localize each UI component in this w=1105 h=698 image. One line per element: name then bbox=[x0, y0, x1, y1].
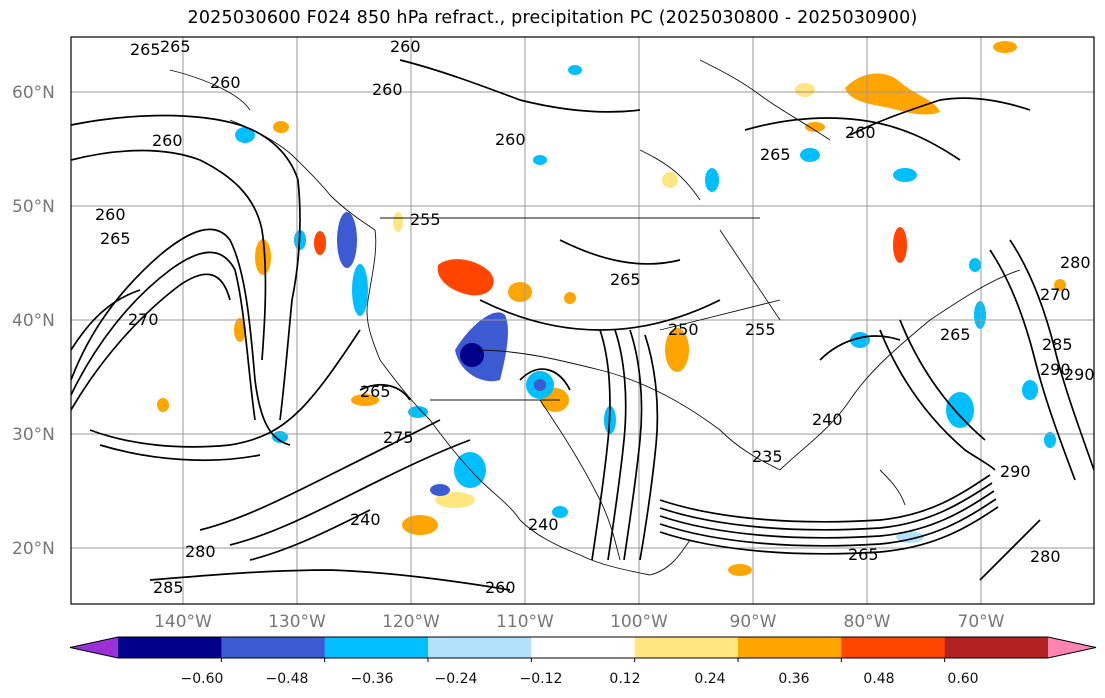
contour-label: 265 bbox=[130, 40, 161, 59]
colorbar-tick-label: 0.36 bbox=[778, 671, 809, 687]
contour-label: 285 bbox=[1042, 335, 1073, 354]
lat-label: 50°N bbox=[12, 197, 55, 217]
contour-label: 260 bbox=[390, 37, 421, 56]
contour-label: 280 bbox=[1060, 253, 1091, 272]
contour-label: 270 bbox=[128, 310, 159, 329]
colorbar-segment bbox=[841, 637, 946, 658]
colorbar bbox=[69, 636, 1097, 662]
colorbar-tick-label: −0.48 bbox=[266, 671, 309, 687]
colorbar-segment bbox=[944, 637, 1049, 658]
colorbar-tick-label: 0.12 bbox=[609, 671, 640, 687]
colorbar-segment bbox=[118, 637, 222, 658]
contour-label: 260 bbox=[210, 73, 241, 92]
contour-label: 240 bbox=[812, 410, 843, 429]
colorbar-tick-label: 0.48 bbox=[863, 671, 894, 687]
lon-label: 80°W bbox=[844, 612, 891, 632]
contour-label: 290 bbox=[1064, 365, 1095, 384]
contour-label: 240 bbox=[350, 510, 381, 529]
contour-label: 260 bbox=[495, 130, 526, 149]
lon-label: 110°W bbox=[496, 612, 554, 632]
contour-label: 270 bbox=[1040, 285, 1071, 304]
contour-label: 235 bbox=[752, 447, 783, 466]
contour-label: 260 bbox=[95, 205, 126, 224]
graticule bbox=[71, 37, 1094, 604]
lat-label: 60°N bbox=[12, 83, 55, 103]
colorbar-outline bbox=[69, 636, 1097, 659]
map-title: 2025030600 F024 850 hPa refract., precip… bbox=[187, 8, 918, 28]
lat-label: 30°N bbox=[12, 425, 55, 445]
colorbar-tick-label: 0.24 bbox=[694, 671, 725, 687]
colorbar-extend-max bbox=[1048, 637, 1096, 658]
lon-label: 70°W bbox=[958, 612, 1005, 632]
coastlines bbox=[169, 59, 1021, 576]
contour-label: 265 bbox=[848, 545, 879, 564]
refractivity-contours bbox=[71, 59, 1094, 591]
latitude-labels: 60°N 50°N 40°N 30°N 20°N bbox=[12, 83, 55, 559]
contour-label: 240 bbox=[528, 515, 559, 534]
contour-label: 275 bbox=[383, 428, 414, 447]
contour-label: 265 bbox=[610, 270, 641, 289]
lat-label: 20°N bbox=[12, 539, 55, 559]
colorbar-tick-label: −0.60 bbox=[181, 671, 224, 687]
contour-label: 260 bbox=[152, 131, 183, 150]
contour-label: 260 bbox=[485, 578, 516, 597]
contour-label: 255 bbox=[745, 320, 776, 339]
contour-label: 265 bbox=[760, 145, 791, 164]
colorbar-segment bbox=[324, 637, 429, 658]
lon-label: 100°W bbox=[610, 612, 668, 632]
colorbar-tick-label: −0.24 bbox=[435, 671, 478, 687]
colorbar-tick-label: 0.60 bbox=[947, 671, 978, 687]
contour-label: 260 bbox=[845, 123, 876, 142]
colorbar-segment bbox=[428, 637, 532, 658]
contour-labels: 265 265 260 260 260 260 260 260 265 255 … bbox=[95, 37, 1095, 597]
lat-label: 40°N bbox=[12, 311, 55, 331]
contour-label: 285 bbox=[153, 578, 184, 597]
contour-label: 265 bbox=[100, 229, 131, 248]
contour-label: 290 bbox=[1000, 462, 1031, 481]
colorbar-segment bbox=[634, 637, 739, 658]
colorbar-tick-labels: −0.60 −0.48 −0.36 −0.24 −0.12 0.12 0.24 … bbox=[181, 671, 979, 687]
contour-label: 280 bbox=[1030, 547, 1061, 566]
contour-label: 250 bbox=[668, 320, 699, 339]
lon-label: 90°W bbox=[730, 612, 777, 632]
longitude-labels: 140°W 130°W 120°W 110°W 100°W 90°W 80°W … bbox=[154, 612, 1005, 632]
contour-label: 265 bbox=[940, 325, 971, 344]
contour-label: 265 bbox=[360, 382, 391, 401]
contour-label: 290 bbox=[1040, 360, 1071, 379]
lon-label: 130°W bbox=[268, 612, 326, 632]
colorbar-segment bbox=[221, 637, 326, 658]
contour-label: 265 bbox=[160, 37, 191, 56]
colorbar-segment bbox=[738, 637, 842, 658]
map-frame bbox=[70, 36, 1095, 605]
contour-label: 255 bbox=[410, 210, 441, 229]
lon-label: 140°W bbox=[154, 612, 212, 632]
contour-label: 280 bbox=[185, 542, 216, 561]
colorbar-segment bbox=[531, 637, 636, 658]
colorbar-tick-label: −0.12 bbox=[520, 671, 563, 687]
precip-shading bbox=[157, 41, 1066, 576]
lon-label: 120°W bbox=[382, 612, 440, 632]
colorbar-extend-min bbox=[70, 637, 118, 658]
contour-label: 260 bbox=[372, 80, 403, 99]
colorbar-tick-label: −0.36 bbox=[351, 671, 394, 687]
